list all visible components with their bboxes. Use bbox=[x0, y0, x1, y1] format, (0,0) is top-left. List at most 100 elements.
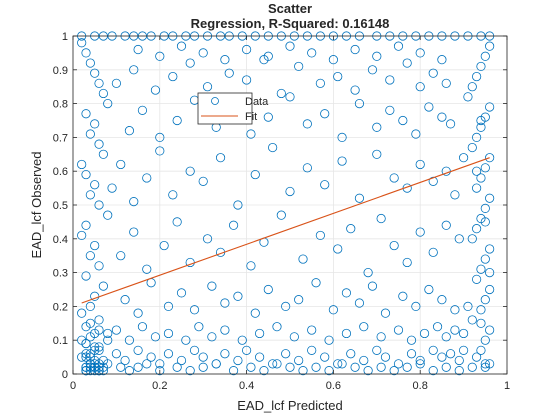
data-point bbox=[406, 335, 417, 345]
data-point bbox=[458, 153, 469, 163]
data-point bbox=[424, 284, 434, 295]
data-point bbox=[467, 315, 477, 325]
x-tick-label: 0.8 bbox=[413, 380, 428, 392]
data-point bbox=[307, 325, 317, 335]
data-point bbox=[476, 318, 486, 328]
data-point bbox=[415, 227, 425, 237]
data-point bbox=[85, 251, 95, 261]
y-tick-label: 0.8 bbox=[53, 99, 68, 111]
data-point bbox=[454, 355, 464, 366]
data-point bbox=[441, 220, 451, 230]
data-point bbox=[389, 366, 399, 376]
data-point bbox=[415, 359, 425, 369]
data-point bbox=[242, 75, 252, 85]
data-point bbox=[116, 362, 126, 372]
data-point bbox=[346, 224, 356, 234]
data-point bbox=[246, 261, 256, 271]
data-point bbox=[450, 305, 460, 315]
data-point bbox=[81, 220, 91, 230]
data-point bbox=[289, 332, 299, 342]
data-point bbox=[259, 366, 269, 376]
data-point bbox=[472, 71, 482, 82]
chart-title: Scatter bbox=[268, 1, 312, 16]
y-tick-label: 0.1 bbox=[53, 335, 68, 347]
data-point bbox=[90, 119, 100, 129]
data-point bbox=[155, 366, 165, 376]
data-point bbox=[255, 328, 265, 339]
data-point bbox=[77, 230, 87, 241]
data-point bbox=[129, 65, 139, 75]
data-point bbox=[85, 332, 95, 342]
data-point bbox=[393, 41, 404, 51]
data-point bbox=[320, 352, 330, 362]
data-point bbox=[111, 325, 122, 335]
data-point bbox=[363, 366, 373, 376]
data-point bbox=[337, 359, 347, 369]
data-point bbox=[450, 325, 460, 335]
chart-subtitle: Regression, R-Squared: 0.16148 bbox=[191, 16, 390, 31]
data-point bbox=[476, 305, 486, 315]
data-point bbox=[77, 335, 87, 345]
x-tick-label: 0.6 bbox=[326, 380, 341, 392]
data-point bbox=[346, 349, 356, 359]
data-point bbox=[98, 366, 108, 376]
data-point bbox=[137, 322, 148, 332]
data-point bbox=[107, 183, 117, 193]
data-point bbox=[311, 362, 321, 372]
data-point bbox=[111, 78, 122, 88]
data-point bbox=[476, 61, 486, 72]
data-point bbox=[406, 349, 417, 359]
data-point bbox=[94, 345, 104, 355]
legend-box bbox=[197, 92, 253, 125]
y-tick-label: 0.7 bbox=[53, 132, 68, 144]
data-point bbox=[168, 190, 178, 200]
legend-fit-label: Fit bbox=[245, 111, 257, 123]
data-point bbox=[432, 322, 443, 332]
x-tick-label: 0.4 bbox=[239, 380, 254, 392]
data-point bbox=[376, 332, 386, 342]
data-point bbox=[480, 359, 490, 369]
y-axis-ticks: 0 0.1 0.2 0.3 0.4 0.5 0.6 0.7 0.8 0.9 1 bbox=[53, 31, 507, 381]
data-point bbox=[133, 308, 143, 318]
data-point bbox=[90, 240, 100, 251]
data-point bbox=[90, 180, 100, 190]
data-point bbox=[268, 359, 278, 369]
data-point bbox=[155, 132, 165, 142]
y-tick-label: 0 bbox=[62, 369, 68, 381]
data-point bbox=[198, 176, 208, 186]
data-point bbox=[372, 345, 382, 355]
data-point bbox=[263, 284, 273, 295]
data-point bbox=[389, 240, 399, 251]
data-point bbox=[441, 332, 451, 342]
data-point bbox=[124, 366, 135, 376]
data-point bbox=[163, 301, 174, 311]
data-point bbox=[233, 200, 243, 210]
data-point bbox=[133, 345, 143, 355]
data-point bbox=[428, 176, 438, 186]
data-point bbox=[285, 362, 295, 372]
data-point bbox=[129, 197, 139, 207]
data-point bbox=[450, 190, 460, 200]
y-axis-label: EAD_lcf Observed bbox=[29, 152, 44, 259]
y-tick-label: 0.2 bbox=[53, 301, 68, 313]
data-point bbox=[103, 210, 113, 220]
data-point bbox=[155, 51, 165, 61]
data-point bbox=[445, 349, 456, 359]
data-point bbox=[363, 267, 373, 278]
data-point bbox=[328, 305, 338, 315]
data-point bbox=[411, 129, 421, 139]
x-tick-label: 0 bbox=[70, 380, 76, 392]
data-point bbox=[454, 234, 464, 244]
data-point bbox=[81, 109, 91, 119]
data-point bbox=[155, 359, 165, 369]
grid-lines bbox=[72, 35, 508, 375]
data-point bbox=[85, 190, 95, 200]
data-point bbox=[485, 267, 495, 278]
data-point bbox=[333, 359, 343, 369]
data-point bbox=[94, 200, 104, 210]
y-tick-label: 0.5 bbox=[53, 200, 68, 212]
data-point bbox=[415, 355, 425, 366]
data-point bbox=[272, 322, 282, 332]
data-point bbox=[472, 352, 482, 362]
data-point bbox=[328, 55, 338, 65]
